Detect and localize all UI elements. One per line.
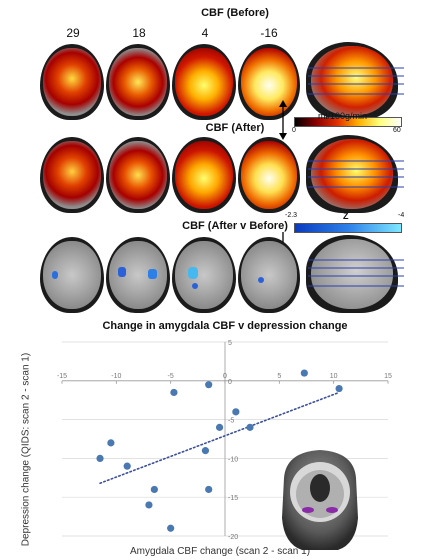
data-point — [170, 388, 178, 397]
brain-slice-after-4 — [172, 137, 236, 213]
y-tick-label: -15 — [228, 495, 238, 502]
slice-position-lines-after — [308, 160, 404, 188]
brain-slice-diff-29 — [40, 237, 104, 313]
chart-tick-labels: 5 0 -5 -10 -15 -20 -15 -10 -5 0 5 10 15 — [57, 340, 392, 541]
data-point — [335, 384, 343, 393]
x-tick-label: 15 — [384, 373, 392, 380]
x-axis-label: Amygdala CBF change (scan 2 - scan 1) — [129, 546, 311, 557]
brain-slice-diff-18 — [106, 237, 170, 313]
y-tick-label: -10 — [228, 456, 238, 463]
amygdala-left-marker — [302, 507, 314, 513]
brain-slice-before-minus16 — [238, 44, 300, 120]
z-colorbar-unit: Z — [343, 211, 349, 221]
chart-axes — [61, 342, 389, 536]
data-point — [205, 485, 213, 494]
coronal-brain-render — [282, 450, 358, 550]
y-axis-label: Depression change (QIDS: scan 2 - scan 1… — [20, 352, 32, 547]
data-point — [205, 381, 213, 389]
brain-sagittal-diff — [306, 235, 398, 313]
y-tick-label: 5 — [228, 340, 232, 347]
brain-slice-after-29 — [40, 137, 104, 213]
x-tick-label: -10 — [111, 373, 121, 380]
brain-sagittal-after — [306, 135, 398, 213]
brain-slice-diff-4 — [172, 237, 236, 313]
brain-slice-before-4 — [172, 44, 236, 120]
x-tick-label: -15 — [57, 373, 67, 380]
brain-slice-diff-minus16 — [238, 237, 300, 313]
brain-slice-after-18 — [106, 137, 170, 213]
z-colorbar-min: -2.3 — [285, 212, 298, 219]
slice-label-4: 4 — [201, 26, 209, 40]
data-point — [246, 423, 254, 431]
cbf-colorbar-min: 0 — [292, 127, 296, 134]
data-point — [201, 447, 210, 455]
x-tick-label: -5 — [168, 373, 174, 380]
data-point — [300, 369, 308, 377]
title-cbf-after-v-before: CBF (After v Before) — [182, 220, 288, 232]
chart-points — [96, 369, 343, 532]
y-tick-label: -20 — [228, 534, 238, 541]
scatter-chart: 5 0 -5 -10 -15 -20 -15 -10 -5 0 5 10 15 — [57, 340, 392, 541]
z-colorbar-max: -4 — [398, 212, 405, 219]
slice-position-lines-before — [308, 67, 404, 95]
data-point — [167, 524, 175, 532]
trendline — [99, 391, 340, 485]
data-point — [232, 408, 240, 416]
cbf-colorbar-max: 60 — [393, 127, 401, 134]
double-arrow-icon — [279, 100, 287, 140]
amygdala-right-marker — [326, 507, 338, 513]
y-tick-label: 0 — [228, 379, 232, 386]
data-point — [145, 501, 153, 509]
brain-slice-before-29 — [40, 44, 104, 120]
x-tick-label: 0 — [223, 373, 227, 380]
data-point — [107, 439, 115, 447]
slice-label-minus16: -16 — [260, 26, 278, 40]
data-point — [96, 454, 104, 462]
brain-slice-after-minus16 — [238, 137, 300, 213]
chart-title: Change in amygdala CBF v depression chan… — [102, 320, 348, 332]
title-cbf-after: CBF (After) — [205, 122, 265, 134]
x-tick-label: 10 — [330, 373, 338, 380]
slice-position-lines-diff — [308, 259, 404, 287]
data-point — [150, 485, 158, 494]
brain-sagittal-before — [306, 42, 398, 120]
data-point — [215, 423, 224, 431]
slice-label-18: 18 — [132, 26, 146, 40]
title-cbf-before: CBF (Before) — [201, 7, 269, 19]
brain-slice-before-18 — [106, 44, 170, 120]
chart-trendline — [99, 391, 340, 485]
data-point — [123, 462, 131, 470]
x-tick-label: 5 — [277, 373, 281, 380]
cbf-colorbar — [294, 117, 402, 127]
y-tick-label: -5 — [228, 418, 234, 425]
z-colorbar — [294, 223, 402, 233]
cbf-colorbar-unit: ml/100g/min — [318, 111, 368, 121]
slice-label-29: 29 — [66, 26, 80, 40]
